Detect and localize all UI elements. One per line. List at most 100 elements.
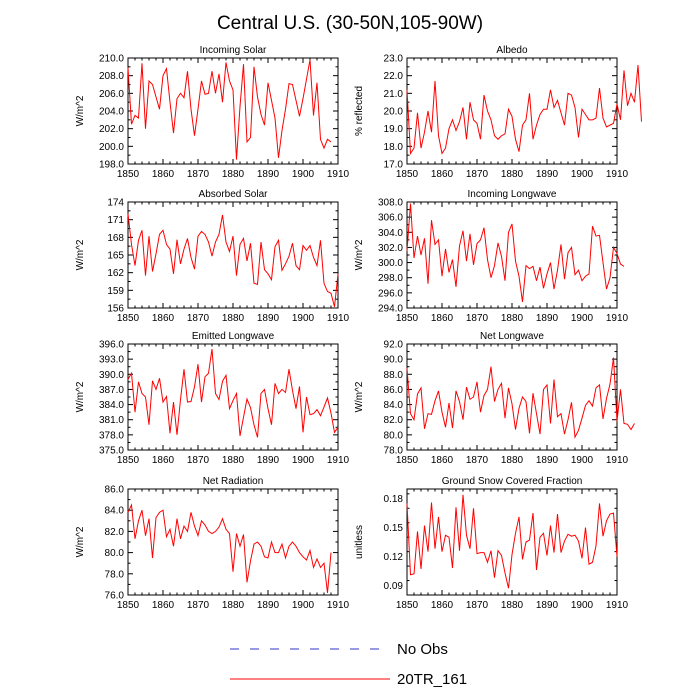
x-tick-label: 1850	[396, 600, 419, 611]
y-axis-label: W/m^2	[75, 381, 86, 412]
plot-frame	[127, 201, 339, 309]
y-tick-label: 0.15	[384, 523, 404, 534]
x-tick-label: 1910	[606, 313, 629, 324]
panel-incoming-solar: Incoming Solar W/m^2 1850 1860 1870 1880 1890 1…	[75, 45, 350, 180]
y-tick-label: 208.0	[99, 71, 124, 82]
y-tick-label: 304.0	[378, 228, 403, 239]
plot-frame	[406, 57, 618, 165]
x-tick-label: 1870	[187, 455, 210, 466]
y-tick-label: 174	[107, 198, 124, 209]
x-tick-label: 1910	[606, 600, 629, 611]
y-tick-label: 387.0	[99, 385, 124, 396]
x-tick-label: 1910	[327, 600, 350, 611]
panel-albedo: Albedo % reflected 1850 1860 1870 1880 1890 190…	[354, 45, 642, 180]
y-tick-label: 0.18	[384, 494, 404, 505]
y-axis-label: W/m^2	[354, 381, 365, 412]
y-tick-label: 84.0	[105, 506, 125, 517]
x-tick-label: 1880	[501, 169, 524, 180]
x-tick-label: 1900	[292, 169, 315, 180]
panel-title: Net Longwave	[480, 331, 544, 342]
legend-label-20tr-161: 20TR_161	[397, 671, 467, 688]
panel-title: Incoming Solar	[200, 45, 267, 56]
series-line-20tr-161	[406, 494, 618, 589]
legend: No Obs 20TR_161	[230, 641, 467, 688]
y-tick-label: 206.0	[99, 89, 124, 100]
x-tick-label: 1870	[187, 313, 210, 324]
y-tick-label: 378.0	[99, 430, 124, 441]
x-tick-label: 1850	[396, 455, 419, 466]
x-tick-label: 1900	[571, 455, 594, 466]
x-tick-label: 1870	[187, 600, 210, 611]
x-tick-label: 1850	[396, 169, 419, 180]
x-tick-label: 1860	[431, 455, 454, 466]
panel-title: Ground Snow Covered Fraction	[442, 476, 583, 487]
y-tick-label: 19.0	[384, 124, 404, 135]
x-tick-label: 1860	[152, 455, 175, 466]
x-tick-label: 1850	[396, 313, 419, 324]
y-tick-label: 390.0	[99, 370, 124, 381]
y-tick-label: 396.0	[99, 340, 124, 351]
x-tick-label: 1860	[152, 313, 175, 324]
panel-title: Incoming Longwave	[468, 189, 557, 200]
panel-net-longwave: Net Longwave W/m^2 1850 1860 1870 1880 1890 190…	[354, 331, 635, 466]
y-tick-label: 204.0	[99, 107, 124, 118]
y-tick-label: 17.0	[384, 160, 404, 171]
x-tick-label: 1880	[222, 600, 245, 611]
y-tick-label: 18.0	[384, 142, 404, 153]
y-tick-label: 82.0	[384, 415, 404, 426]
y-tick-label: 302.0	[378, 243, 403, 254]
figure-title: Central U.S. (30-50N,105-90W)	[217, 13, 483, 34]
panel-title: Albedo	[496, 45, 528, 56]
x-tick-label: 1890	[257, 600, 280, 611]
y-tick-label: 198.0	[99, 160, 124, 171]
y-tick-label: 156	[107, 304, 124, 315]
y-tick-label: 306.0	[378, 213, 403, 224]
y-tick-label: 78.0	[105, 569, 125, 580]
panel-ground-snow-covered-fraction: Ground Snow Covered Fraction unitless 1850…	[354, 476, 629, 611]
x-tick-label: 1910	[327, 313, 350, 324]
panels: Incoming Solar W/m^2 1850 1860 1870 1880 1890 1…	[75, 45, 642, 611]
plot-frame	[406, 201, 618, 309]
x-tick-label: 1860	[431, 313, 454, 324]
x-tick-label: 1900	[292, 600, 315, 611]
y-tick-label: 171	[107, 215, 124, 226]
x-tick-label: 1890	[257, 313, 280, 324]
x-tick-label: 1850	[117, 600, 140, 611]
y-tick-label: 381.0	[99, 415, 124, 426]
plot-frame	[127, 57, 339, 165]
x-tick-label: 1910	[606, 455, 629, 466]
panel-title: Emitted Longwave	[192, 331, 275, 342]
y-tick-label: 393.0	[99, 355, 124, 366]
x-tick-label: 1900	[571, 169, 594, 180]
x-tick-label: 1870	[466, 600, 489, 611]
y-tick-label: 162	[107, 268, 124, 279]
y-tick-label: 200.0	[99, 142, 124, 153]
x-tick-label: 1910	[327, 455, 350, 466]
x-tick-label: 1860	[431, 600, 454, 611]
x-tick-label: 1900	[571, 313, 594, 324]
y-tick-label: 23.0	[384, 54, 404, 65]
y-tick-label: 76.0	[105, 591, 125, 602]
x-tick-label: 1890	[536, 455, 559, 466]
x-tick-label: 1860	[152, 169, 175, 180]
series-line-20tr-161	[406, 203, 625, 303]
x-tick-label: 1880	[222, 313, 245, 324]
x-tick-label: 1870	[466, 169, 489, 180]
x-tick-label: 1900	[292, 313, 315, 324]
x-tick-label: 1880	[501, 313, 524, 324]
y-axis-label: unitless	[354, 525, 365, 559]
y-axis-label: W/m^2	[75, 526, 86, 557]
x-tick-label: 1910	[606, 169, 629, 180]
x-tick-label: 1860	[431, 169, 454, 180]
y-tick-label: 308.0	[378, 198, 403, 209]
series-line-20tr-161	[406, 65, 642, 155]
series-line-20tr-161	[127, 503, 332, 593]
y-tick-label: 88.0	[384, 370, 404, 381]
x-tick-label: 1850	[117, 455, 140, 466]
plot-frame	[127, 488, 339, 596]
x-tick-label: 1850	[117, 313, 140, 324]
x-tick-label: 1860	[152, 600, 175, 611]
plot-frame	[406, 488, 618, 596]
panel-net-radiation: Net Radiation W/m^2 1850 1860 1870 1880 1890 19…	[75, 476, 350, 611]
